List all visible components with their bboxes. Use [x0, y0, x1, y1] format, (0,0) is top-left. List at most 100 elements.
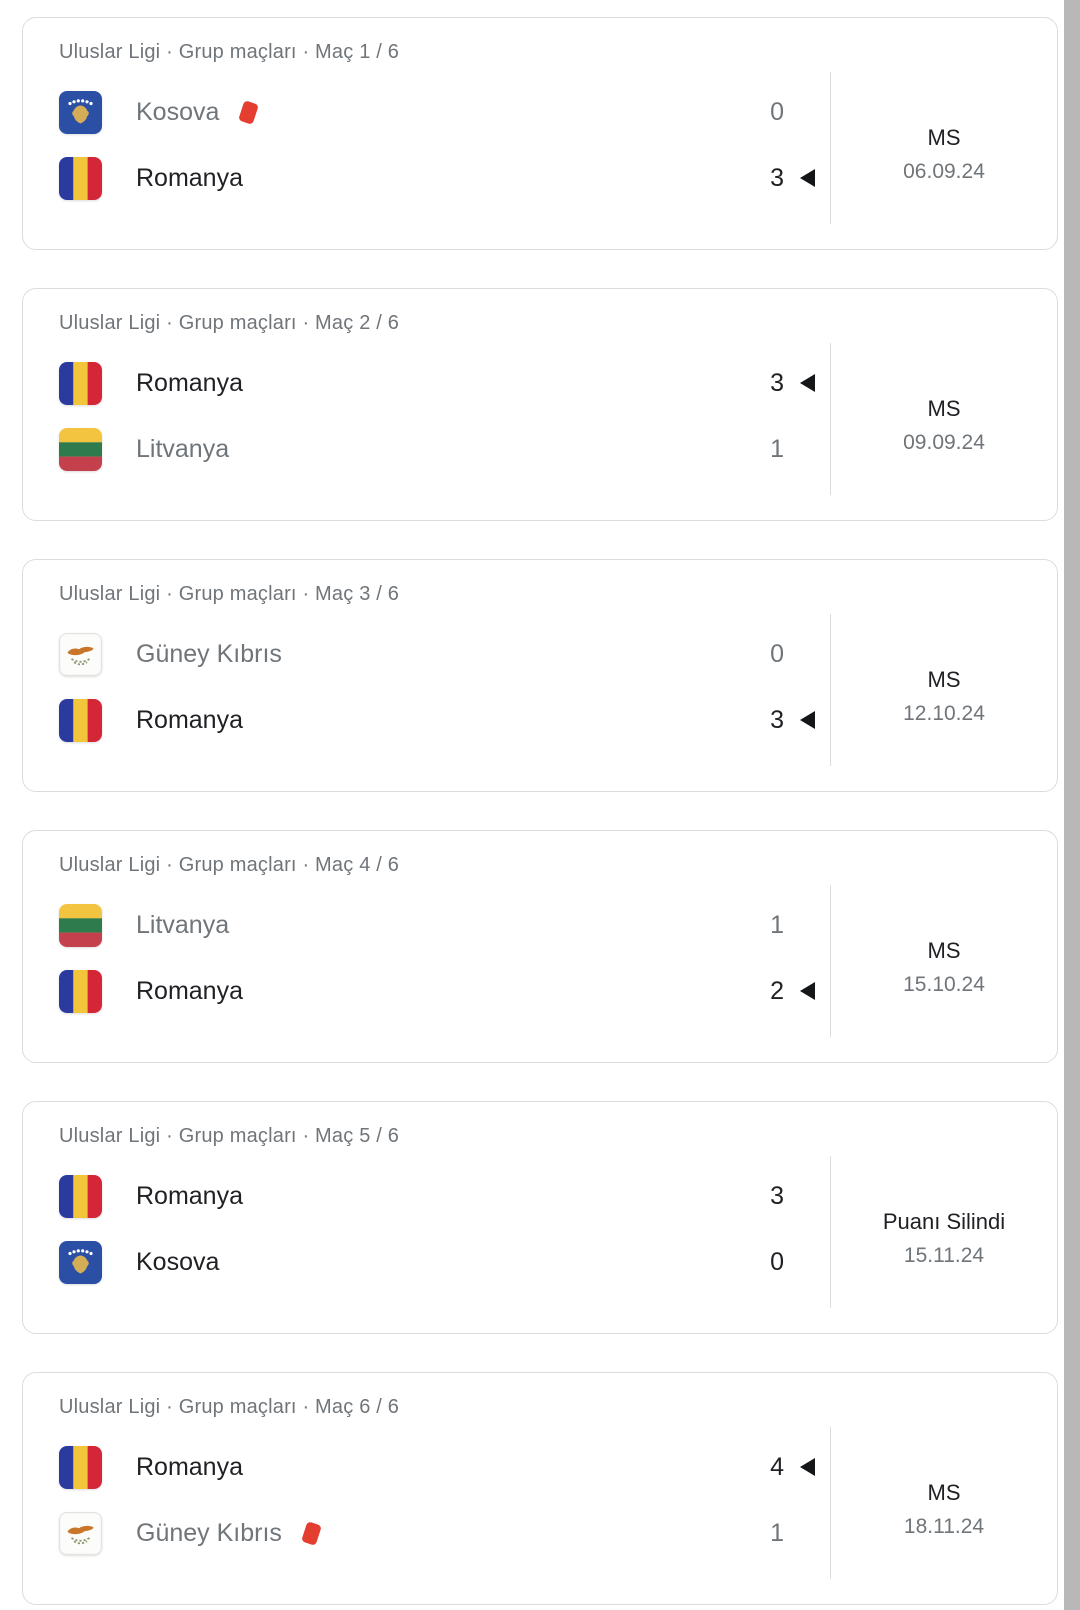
- team-score: 1: [770, 1518, 784, 1547]
- match-status: Puanı Silindi: [882, 1209, 1006, 1234]
- team-name: Kosova: [136, 98, 220, 126]
- scrollbar-track[interactable]: [1064, 0, 1080, 1610]
- flag-romania-icon: [59, 1174, 102, 1218]
- match-header: Uluslar Ligi · Grup maçları · Maç 6 / 6: [59, 1396, 400, 1418]
- flag-romania-icon: [59, 156, 102, 200]
- team-score: 0: [770, 639, 784, 668]
- teams-column: Litvanya 1 Romanya 2: [23, 885, 830, 1048]
- winner-arrow-icon: [799, 374, 815, 392]
- flag-cyprus-icon: [59, 1511, 102, 1555]
- team-row: Romanya 3: [59, 1174, 830, 1218]
- match-status: MS: [927, 396, 961, 421]
- team-name: Romanya: [136, 977, 243, 1005]
- team-score: 3: [770, 163, 784, 192]
- arrow-box: [784, 982, 830, 1000]
- arrow-box: [784, 1458, 830, 1476]
- match-card[interactable]: Uluslar Ligi · Grup maçları · Maç 4 / 6 …: [22, 830, 1058, 1063]
- winner-arrow-icon: [799, 169, 815, 187]
- winner-arrow-icon: [799, 1458, 815, 1476]
- flag-lithuania-icon: [59, 903, 102, 947]
- team-name: Romanya: [136, 1453, 243, 1481]
- teams-column: Romanya 3 Litvanya 1: [23, 343, 830, 506]
- result-panel: MS 15.10.24: [830, 885, 1057, 1037]
- flag-romania-icon: [59, 969, 102, 1013]
- team-name: Romanya: [136, 1182, 243, 1210]
- team-name: Güney Kıbrıs: [136, 640, 282, 668]
- team-score: 1: [770, 910, 784, 939]
- match-header: Uluslar Ligi · Grup maçları · Maç 3 / 6: [59, 583, 400, 605]
- match-body: Romanya 3 Kosova 0 Puanı Silindi 15.: [23, 1156, 1057, 1319]
- flag-romania-icon: [59, 1445, 102, 1489]
- team-score: 3: [770, 1181, 784, 1210]
- team-name: Güney Kıbrıs: [136, 1519, 282, 1547]
- teams-column: Romanya 3 Kosova 0: [23, 1156, 830, 1319]
- match-date: 18.11.24: [903, 1515, 985, 1538]
- flag-kosovo-icon: [59, 1240, 102, 1284]
- match-date: 12.10.24: [903, 702, 985, 725]
- teams-column: Romanya 4 Güney Kıbrıs 1: [23, 1427, 830, 1590]
- team-row: Romanya 3: [59, 361, 830, 405]
- match-status: MS: [927, 938, 961, 963]
- flag-lithuania-icon: [59, 427, 102, 471]
- arrow-box: [784, 1187, 830, 1205]
- teams-column: Güney Kıbrıs 0 Romanya 3: [23, 614, 830, 777]
- match-body: Romanya 4 Güney Kıbrıs 1 MS 18.11.24: [23, 1427, 1057, 1590]
- arrow-box: [784, 374, 830, 392]
- match-body: Güney Kıbrıs 0 Romanya 3 MS 12.10.24: [23, 614, 1057, 777]
- arrow-box: [784, 711, 830, 729]
- team-name: Romanya: [136, 369, 243, 397]
- result-panel: Puanı Silindi 15.11.24: [830, 1156, 1057, 1308]
- arrow-box: [784, 440, 830, 458]
- team-row: Kosova 0: [59, 90, 830, 134]
- match-card[interactable]: Uluslar Ligi · Grup maçları · Maç 2 / 6 …: [22, 288, 1058, 521]
- team-name: Litvanya: [136, 911, 230, 939]
- match-header: Uluslar Ligi · Grup maçları · Maç 5 / 6: [59, 1125, 400, 1147]
- match-status: MS: [927, 125, 961, 150]
- team-row: Romanya 4: [59, 1445, 830, 1489]
- arrow-box: [784, 1524, 830, 1542]
- team-row: Romanya 3: [59, 698, 830, 742]
- match-header: Uluslar Ligi · Grup maçları · Maç 2 / 6: [59, 312, 400, 334]
- team-score: 0: [770, 1247, 784, 1276]
- team-score: 3: [770, 368, 784, 397]
- team-name: Romanya: [136, 706, 243, 734]
- match-body: Litvanya 1 Romanya 2 MS 15.10.24: [23, 885, 1057, 1048]
- team-row: Kosova 0: [59, 1240, 830, 1284]
- red-card-icon: [301, 1520, 322, 1546]
- team-name: Litvanya: [136, 435, 230, 463]
- result-panel: MS 18.11.24: [830, 1427, 1057, 1579]
- flag-cyprus-icon: [59, 632, 102, 676]
- match-card[interactable]: Uluslar Ligi · Grup maçları · Maç 3 / 6 …: [22, 559, 1058, 792]
- team-score: 4: [770, 1452, 784, 1481]
- match-card[interactable]: Uluslar Ligi · Grup maçları · Maç 5 / 6 …: [22, 1101, 1058, 1334]
- match-card[interactable]: Uluslar Ligi · Grup maçları · Maç 6 / 6 …: [22, 1372, 1058, 1605]
- match-header: Uluslar Ligi · Grup maçları · Maç 1 / 6: [59, 41, 400, 63]
- result-panel: MS 06.09.24: [830, 72, 1057, 224]
- team-score: 0: [770, 97, 784, 126]
- team-name: Kosova: [136, 1248, 220, 1276]
- team-row: Romanya 2: [59, 969, 830, 1013]
- arrow-box: [784, 1253, 830, 1271]
- arrow-box: [784, 169, 830, 187]
- match-body: Romanya 3 Litvanya 1 MS 09.09.24: [23, 343, 1057, 506]
- match-date: 15.10.24: [903, 973, 985, 996]
- match-date: 09.09.24: [903, 431, 985, 454]
- arrow-box: [784, 103, 830, 121]
- result-panel: MS 12.10.24: [830, 614, 1057, 766]
- match-header: Uluslar Ligi · Grup maçları · Maç 4 / 6: [59, 854, 400, 876]
- team-row: Romanya 3: [59, 156, 830, 200]
- flag-romania-icon: [59, 698, 102, 742]
- teams-column: Kosova 0 Romanya 3: [23, 72, 830, 235]
- red-card-icon: [238, 99, 260, 125]
- match-date: 15.11.24: [903, 1244, 985, 1267]
- winner-arrow-icon: [799, 982, 815, 1000]
- match-card[interactable]: Uluslar Ligi · Grup maçları · Maç 1 / 6 …: [22, 17, 1058, 250]
- match-status: MS: [927, 1480, 961, 1505]
- flag-romania-icon: [59, 361, 102, 405]
- team-row: Güney Kıbrıs 0: [59, 632, 830, 676]
- result-panel: MS 09.09.24: [830, 343, 1057, 495]
- match-body: Kosova 0 Romanya 3 MS 06.09.24: [23, 72, 1057, 235]
- flag-kosovo-icon: [59, 90, 102, 134]
